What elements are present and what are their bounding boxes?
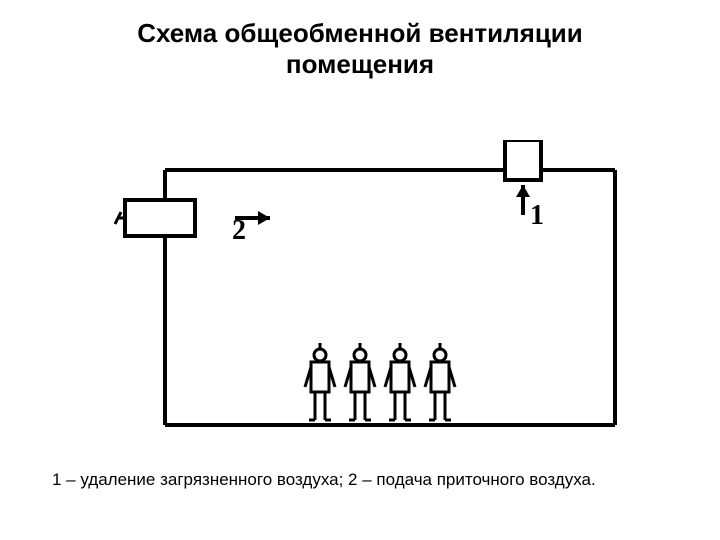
title: Схема общеобменной вентиляции помещения bbox=[0, 18, 720, 80]
caption: 1 – удаление загрязненного воздуха; 2 – … bbox=[52, 470, 720, 490]
title-line2: помещения bbox=[0, 49, 720, 80]
title-line1: Схема общеобменной вентиляции bbox=[0, 18, 720, 49]
ventilation-diagram bbox=[105, 140, 675, 440]
